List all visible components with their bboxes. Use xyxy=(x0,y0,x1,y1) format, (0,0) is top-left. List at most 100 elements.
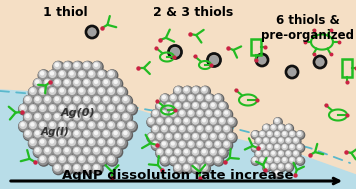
Circle shape xyxy=(36,97,39,100)
Circle shape xyxy=(78,139,85,146)
Circle shape xyxy=(53,78,64,89)
Circle shape xyxy=(169,94,178,103)
Circle shape xyxy=(78,122,85,129)
Circle shape xyxy=(256,151,261,156)
Circle shape xyxy=(107,121,118,132)
Circle shape xyxy=(38,87,49,98)
Circle shape xyxy=(44,130,51,137)
Circle shape xyxy=(87,121,98,132)
Circle shape xyxy=(73,129,84,141)
Circle shape xyxy=(107,138,116,148)
Circle shape xyxy=(178,141,187,149)
Circle shape xyxy=(64,164,70,171)
Circle shape xyxy=(200,133,210,143)
Circle shape xyxy=(171,48,179,56)
Circle shape xyxy=(88,122,95,129)
Circle shape xyxy=(69,156,75,163)
Circle shape xyxy=(97,70,106,80)
Circle shape xyxy=(116,87,127,98)
Circle shape xyxy=(109,157,112,160)
Circle shape xyxy=(147,117,157,127)
Circle shape xyxy=(289,144,295,149)
Circle shape xyxy=(90,157,93,160)
Circle shape xyxy=(49,139,56,146)
Circle shape xyxy=(267,144,272,149)
Circle shape xyxy=(97,104,106,114)
Circle shape xyxy=(99,157,103,160)
Circle shape xyxy=(51,106,53,109)
Circle shape xyxy=(279,126,282,128)
Circle shape xyxy=(87,138,98,149)
Circle shape xyxy=(148,118,154,124)
Text: Ag(0): Ag(0) xyxy=(61,108,95,118)
Circle shape xyxy=(114,148,117,152)
Circle shape xyxy=(58,70,69,81)
Circle shape xyxy=(53,61,64,72)
Circle shape xyxy=(30,139,36,146)
Circle shape xyxy=(156,118,164,126)
Circle shape xyxy=(193,149,198,155)
Circle shape xyxy=(282,144,287,149)
Circle shape xyxy=(194,119,197,122)
Circle shape xyxy=(26,97,29,100)
Circle shape xyxy=(102,113,111,122)
Circle shape xyxy=(102,95,113,106)
Circle shape xyxy=(129,123,132,126)
Circle shape xyxy=(59,122,66,129)
Circle shape xyxy=(214,94,224,104)
Circle shape xyxy=(174,148,184,158)
Circle shape xyxy=(29,87,38,97)
Circle shape xyxy=(127,121,136,131)
Circle shape xyxy=(99,89,103,92)
Circle shape xyxy=(166,149,172,155)
Circle shape xyxy=(218,102,227,111)
Circle shape xyxy=(293,150,301,159)
Circle shape xyxy=(285,138,292,145)
Circle shape xyxy=(274,131,280,136)
Circle shape xyxy=(263,150,270,158)
Circle shape xyxy=(116,138,127,149)
Circle shape xyxy=(117,87,126,97)
Circle shape xyxy=(196,156,206,166)
Circle shape xyxy=(156,149,164,157)
Circle shape xyxy=(121,95,132,106)
Circle shape xyxy=(103,96,110,103)
Circle shape xyxy=(278,137,286,146)
Circle shape xyxy=(122,130,131,139)
Circle shape xyxy=(170,141,176,147)
Circle shape xyxy=(58,87,69,98)
Circle shape xyxy=(88,88,95,94)
Circle shape xyxy=(192,148,201,158)
Circle shape xyxy=(80,106,83,109)
Circle shape xyxy=(200,86,210,96)
Circle shape xyxy=(261,132,263,135)
Circle shape xyxy=(64,147,70,154)
Circle shape xyxy=(77,87,88,98)
Circle shape xyxy=(102,78,113,89)
Circle shape xyxy=(60,72,63,75)
Circle shape xyxy=(205,141,214,149)
Circle shape xyxy=(93,164,100,171)
Circle shape xyxy=(203,103,205,106)
Circle shape xyxy=(38,155,48,165)
Circle shape xyxy=(88,28,96,36)
Circle shape xyxy=(49,122,56,129)
Circle shape xyxy=(201,87,207,93)
Circle shape xyxy=(276,158,278,161)
Circle shape xyxy=(274,157,281,164)
Circle shape xyxy=(23,95,35,106)
Circle shape xyxy=(60,89,63,92)
Circle shape xyxy=(286,125,291,130)
Circle shape xyxy=(88,104,97,114)
Circle shape xyxy=(108,122,115,129)
Circle shape xyxy=(113,79,119,86)
Circle shape xyxy=(198,142,201,145)
Circle shape xyxy=(224,141,230,147)
Circle shape xyxy=(286,151,291,156)
Circle shape xyxy=(68,138,77,148)
Circle shape xyxy=(38,121,48,131)
Circle shape xyxy=(64,96,70,103)
Circle shape xyxy=(259,157,267,165)
Circle shape xyxy=(41,89,44,92)
Circle shape xyxy=(25,96,31,103)
